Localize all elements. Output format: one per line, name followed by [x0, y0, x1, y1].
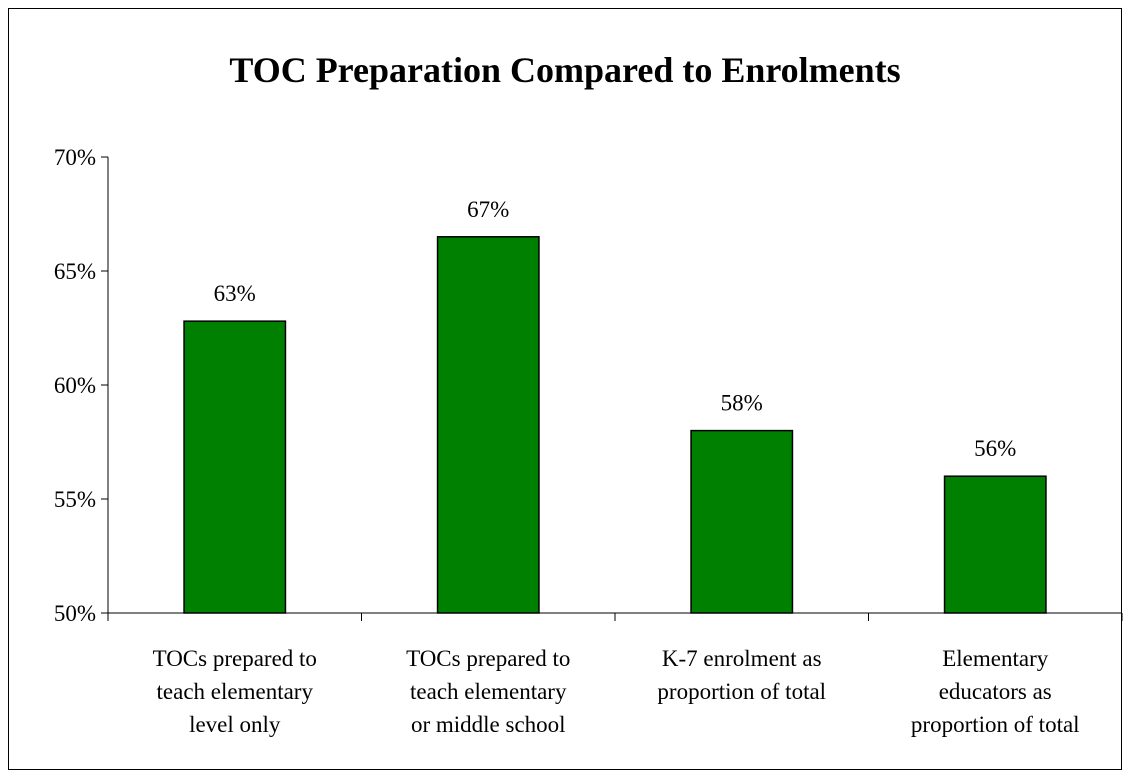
category-label: TOCs prepared to	[153, 646, 317, 671]
category-label: teach elementary	[157, 679, 314, 704]
bar	[943, 475, 1047, 614]
category-label: proportion of total	[911, 712, 1080, 737]
y-tick-label: 50%	[54, 601, 96, 626]
chart-title: TOC Preparation Compared to Enrolments	[229, 50, 900, 90]
bar	[436, 236, 540, 614]
category-label: Elementary	[942, 646, 1049, 671]
category-label: educators as	[939, 679, 1052, 704]
data-label: 56%	[974, 436, 1016, 461]
data-label: 63%	[214, 281, 256, 306]
bars	[183, 236, 1047, 614]
category-label: or middle school	[411, 712, 566, 737]
category-label: level only	[189, 712, 281, 737]
category-label: teach elementary	[410, 679, 567, 704]
category-label: proportion of total	[657, 679, 826, 704]
y-tick-label: 65%	[54, 259, 96, 284]
category-label: TOCs prepared to	[406, 646, 570, 671]
y-tick-label: 55%	[54, 487, 96, 512]
y-tick-label: 70%	[54, 145, 96, 170]
labels: 50% 55% 60% 65% 70% 63% TOCs prepared to teach …	[54, 145, 1080, 737]
data-label: 67%	[467, 197, 509, 222]
bar	[690, 429, 794, 614]
category-label: K-7 enrolment as	[662, 646, 822, 671]
bar	[183, 320, 287, 614]
data-label: 58%	[721, 391, 763, 416]
y-tick-label: 60%	[54, 373, 96, 398]
